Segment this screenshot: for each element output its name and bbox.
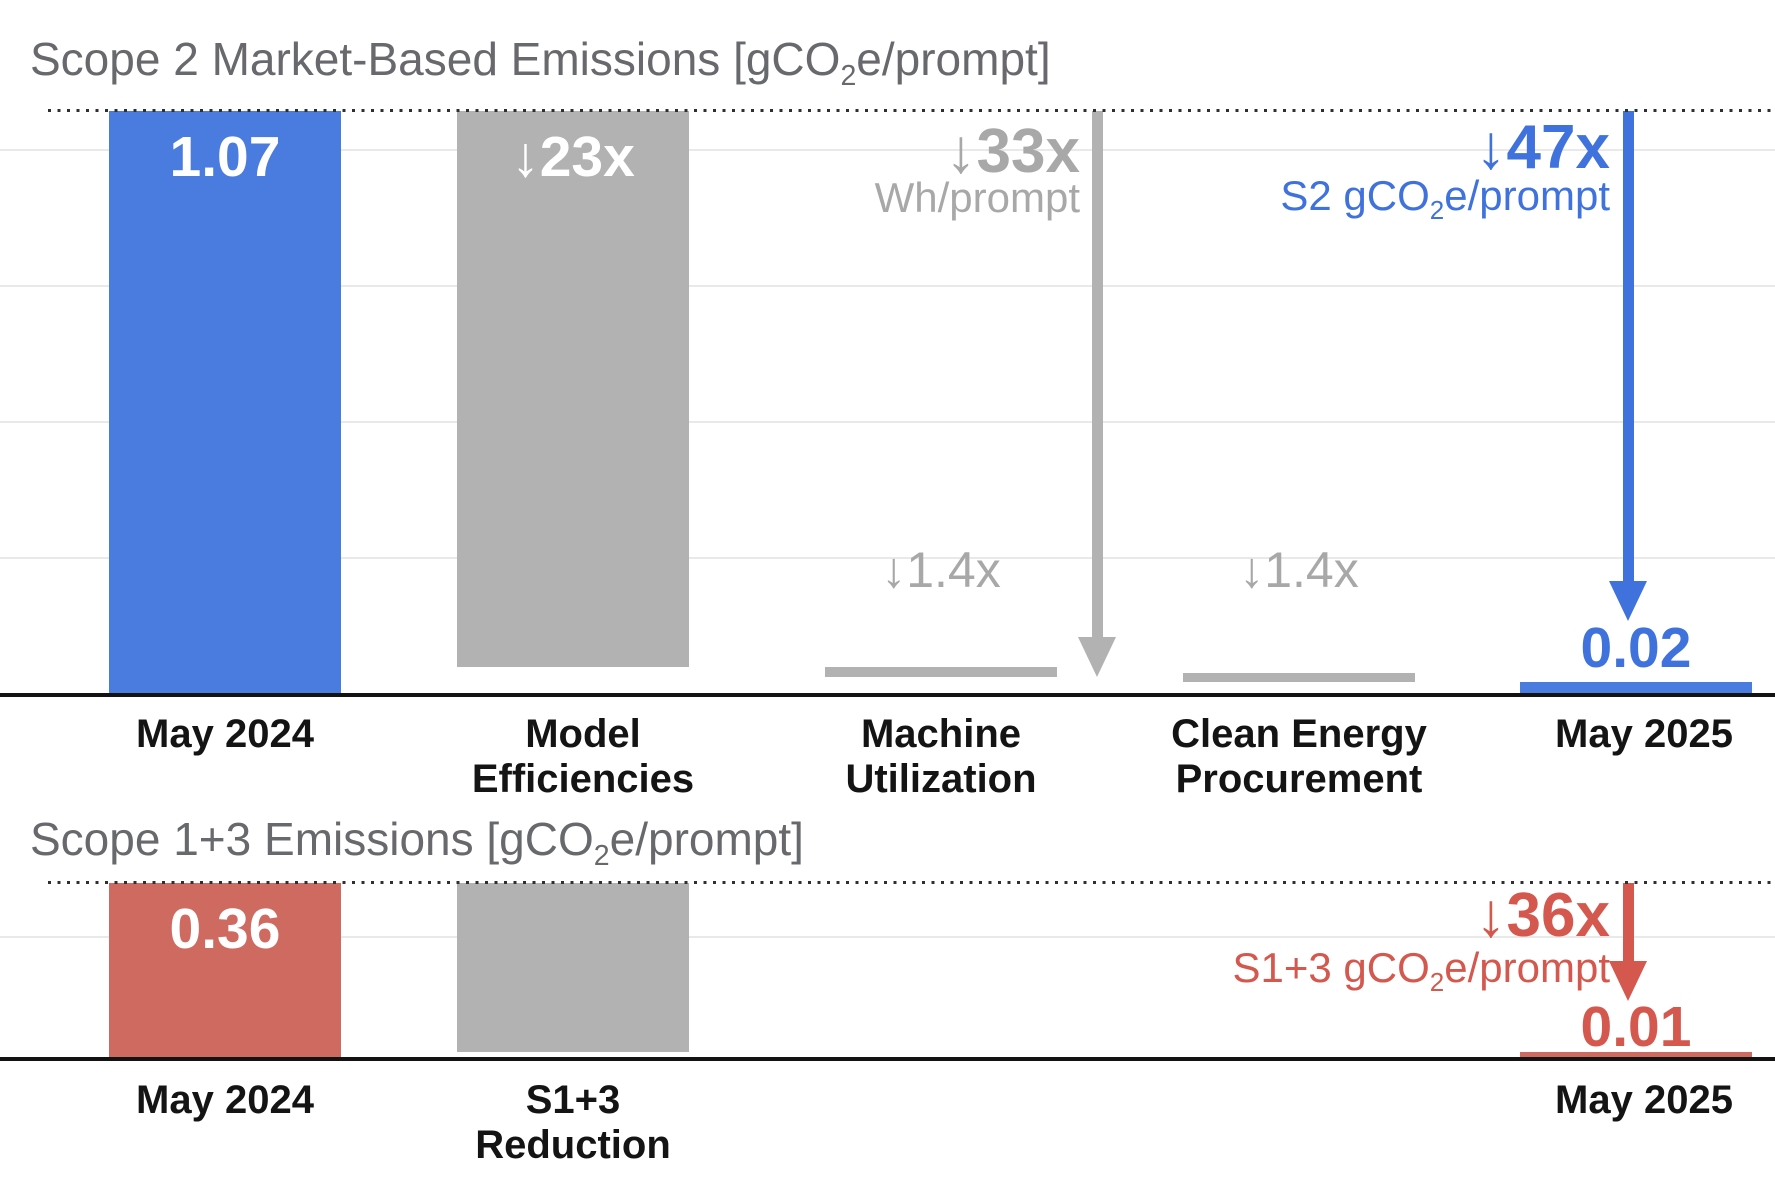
scope13-s13-unit: S1+3 gCO2e/prompt	[1232, 944, 1610, 998]
scope13-bar-may2025	[1520, 1052, 1752, 1057]
scope13-title-text: Scope 1+3 Emissions [gCO	[30, 813, 594, 865]
scope2-title: Scope 2 Market-Based Emissions [gCO2e/pr…	[30, 32, 1051, 93]
scope13-title: Scope 1+3 Emissions [gCO2e/prompt]	[30, 812, 804, 873]
scope2-bar-machine-utilization	[825, 667, 1057, 677]
label-line2: Procurement	[1175, 757, 1423, 801]
scope2-wh-multiplier: ↓33x	[945, 117, 1080, 186]
scope2-label-may2024: May 2024	[136, 712, 314, 756]
s13-down-arrow-shaft	[1623, 883, 1634, 961]
scope2-wh-unit: Wh/prompt	[874, 174, 1080, 221]
s2-down-arrow-head	[1609, 581, 1647, 621]
scope2-gridline-0.5	[0, 421, 1775, 423]
scope2-bar-clean-energy	[1183, 673, 1415, 682]
scope13-label-may2025: May 2025	[1555, 1078, 1733, 1122]
scope2-bar-model-efficiencies	[457, 111, 689, 667]
scope2-clean-energy-multiplier: ↓1.4x	[1239, 542, 1359, 598]
scope2-label-machine-utilization: Machine Utilization	[791, 712, 1091, 802]
s13-down-arrow-head	[1609, 961, 1647, 1001]
scope2-title-suffix: e/prompt]	[856, 33, 1051, 85]
s2-unit-subscript: 2	[1429, 195, 1445, 226]
label-line1: S1+3	[525, 1078, 621, 1122]
scope2-machine-utilization-multiplier: ↓1.4x	[881, 542, 1001, 598]
scope2-bar-may2024	[109, 111, 341, 693]
scope2-x-axis	[0, 693, 1775, 697]
label-line1: Machine	[860, 712, 1022, 756]
label-line2: Utilization	[845, 757, 1037, 801]
scope2-s2-multiplier: ↓47x	[1475, 113, 1610, 182]
scope13-value-may2025: 0.01	[1580, 995, 1692, 1059]
scope2-value-may2025: 0.02	[1580, 616, 1692, 680]
s13-unit-suffix: e/prompt	[1444, 944, 1610, 991]
scope13-label-s13-reduction: S1+3 Reduction	[423, 1078, 723, 1168]
scope2-reference-dotted-line	[48, 109, 1775, 112]
scope13-label-may2024: May 2024	[136, 1078, 314, 1122]
scope2-value-may2024: 1.07	[169, 125, 281, 189]
s2-unit-suffix: e/prompt	[1444, 172, 1610, 219]
scope2-gridline-0.25	[0, 557, 1775, 559]
scope13-bar-s13-reduction	[457, 883, 689, 1052]
s13-unit-text: S1+3 gCO	[1232, 944, 1430, 991]
label-line2: Efficiencies	[471, 757, 695, 801]
scope2-model-efficiencies-multiplier: ↓23x	[511, 125, 635, 189]
scope13-bar-may2024	[109, 883, 341, 1057]
scope2-bar-may2025	[1520, 682, 1752, 693]
label-line1: Model	[525, 712, 641, 756]
scope2-label-model-efficiencies: Model Efficiencies	[433, 712, 733, 802]
scope2-title-subscript: 2	[840, 59, 857, 92]
scope13-gridline-0.25	[0, 936, 1775, 938]
scope13-reference-dotted-line	[48, 881, 1775, 884]
scope2-gridline-0.75	[0, 285, 1775, 287]
scope13-x-axis	[0, 1057, 1775, 1061]
wh-down-arrow-shaft	[1092, 111, 1103, 637]
wh-down-arrow-head	[1078, 637, 1116, 677]
scope2-gridline-1.0	[0, 149, 1775, 151]
scope13-title-suffix: e/prompt]	[609, 813, 804, 865]
label-line1: Clean Energy	[1171, 712, 1427, 756]
scope2-label-may2025: May 2025	[1555, 712, 1733, 756]
s13-unit-subscript: 2	[1429, 967, 1445, 998]
scope13-title-subscript: 2	[593, 839, 610, 872]
scope2-label-clean-energy: Clean Energy Procurement	[1149, 712, 1449, 802]
s2-down-arrow-shaft	[1623, 111, 1634, 581]
scope13-value-may2024: 0.36	[169, 897, 281, 961]
scope13-s13-multiplier: ↓36x	[1475, 881, 1610, 950]
s2-unit-text: S2 gCO	[1280, 172, 1430, 219]
scope2-title-text: Scope 2 Market-Based Emissions [gCO	[30, 33, 841, 85]
scope2-s2-unit: S2 gCO2e/prompt	[1280, 172, 1610, 226]
label-line2: Reduction	[475, 1123, 671, 1167]
